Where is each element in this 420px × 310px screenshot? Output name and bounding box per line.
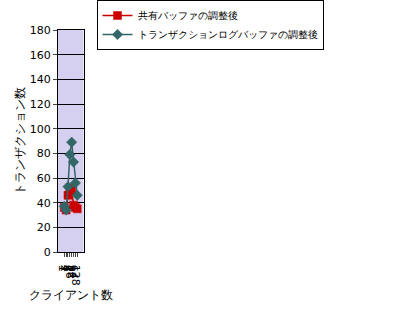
svg-text:トランザクションログバッファの調整後: トランザクションログバッファの調整後 [138, 29, 318, 40]
svg-text:100: 100 [30, 123, 51, 136]
svg-text:40: 40 [37, 197, 51, 210]
svg-text:60: 60 [37, 172, 51, 185]
svg-text:2: 2 [58, 265, 71, 272]
svg-text:8: 8 [61, 265, 74, 272]
svg-text:64: 64 [67, 265, 80, 279]
svg-text:120: 120 [30, 98, 51, 111]
svg-text:クライアント数: クライアント数 [29, 288, 113, 302]
svg-text:140: 140 [30, 73, 51, 86]
svg-text:80: 80 [37, 147, 51, 160]
svg-text:16: 16 [63, 265, 76, 279]
svg-text:共有バッファの調整後: 共有バッファの調整後 [138, 10, 238, 21]
svg-text:1: 1 [56, 265, 69, 272]
svg-text:4: 4 [59, 265, 72, 272]
svg-text:トランザクション数: トランザクション数 [13, 87, 27, 195]
svg-text:128: 128 [69, 265, 82, 286]
svg-text:32: 32 [65, 265, 78, 279]
svg-text:20: 20 [37, 221, 51, 234]
svg-text:0: 0 [44, 246, 51, 259]
svg-text:180: 180 [30, 24, 51, 37]
svg-text:160: 160 [30, 49, 51, 62]
